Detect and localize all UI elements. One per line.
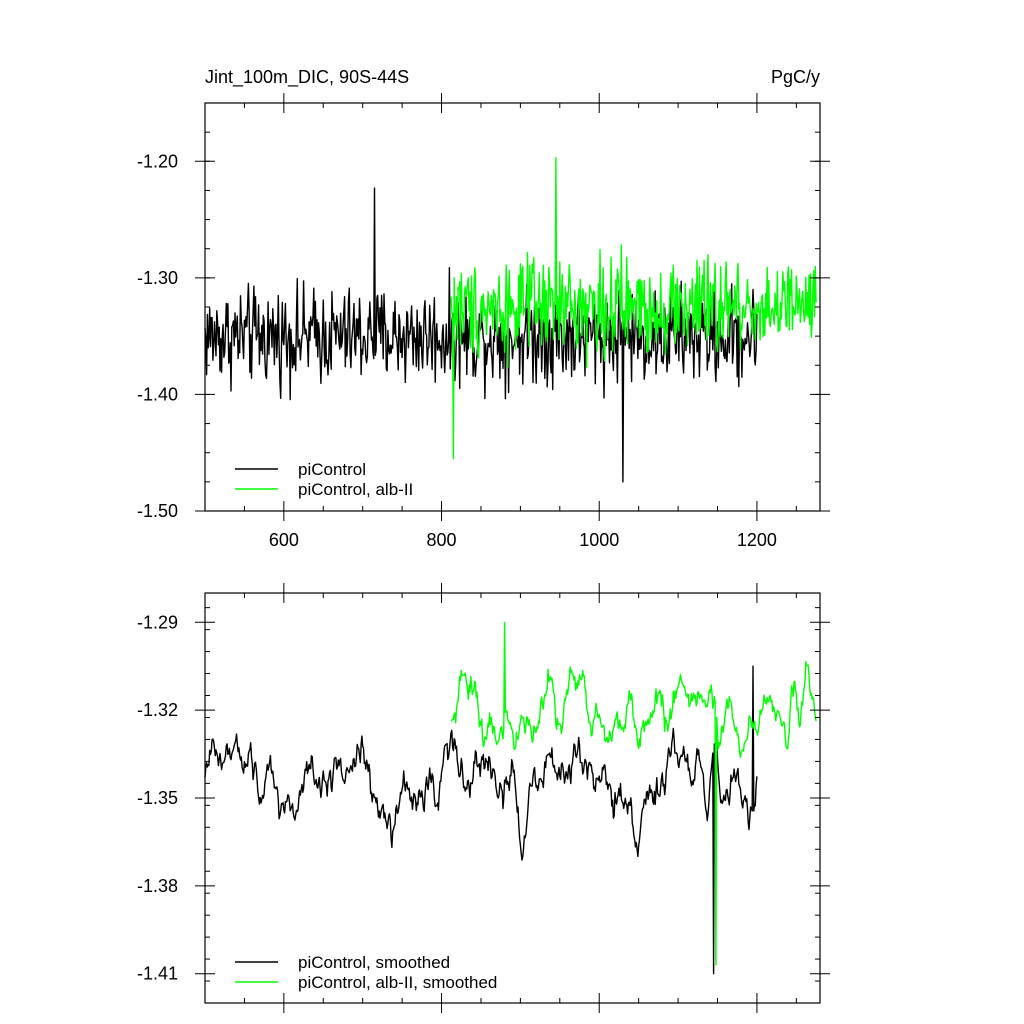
chart-bottom-series-group [204, 621, 817, 975]
legend-label-picontrol-alb-ii-smoothed: piControl, alb-II, smoothed [298, 973, 497, 992]
x-tick-label: 800 [427, 530, 457, 550]
chart-bottom-legend: piControl, smoothed piControl, alb-II, s… [235, 953, 497, 992]
chart-top-units: PgC/y [771, 67, 820, 87]
x-tick-label: 600 [269, 530, 299, 550]
x-tick-label: 1200 [737, 530, 777, 550]
y-tick-label: -1.40 [137, 384, 178, 404]
chart-bottom-panel: -1.29 -1.32 -1.35 -1.38 -1.41 piControl, smo… [137, 583, 830, 1013]
y-tick-label: -1.20 [137, 151, 178, 171]
chart-top-series-group [204, 157, 817, 483]
series-line-bottom-0 [204, 665, 758, 975]
chart-top-legend: piControl piControl, alb-II [235, 460, 413, 499]
chart-top-panel: Jint_100m_DIC, 90S-44S PgC/y 600 800 1000 1… [137, 67, 830, 550]
y-tick-label: -1.29 [137, 612, 178, 632]
legend-label-picontrol-alb-ii: piControl, alb-II [298, 480, 413, 499]
y-tick-label: -1.41 [137, 964, 178, 984]
y-tick-label: -1.38 [137, 876, 178, 896]
chart-top-ticks: 600 800 1000 1200 -1.20 -1.30 -1.40 -1.50 [137, 93, 830, 550]
legend-label-picontrol-smoothed: piControl, smoothed [298, 953, 450, 972]
y-tick-label: -1.50 [137, 501, 178, 521]
y-tick-label: -1.32 [137, 700, 178, 720]
series-line-top-0 [204, 187, 758, 483]
legend-label-picontrol: piControl [298, 460, 366, 479]
y-tick-label: -1.30 [137, 268, 178, 288]
series-line-top-1 [450, 157, 817, 460]
series-line-bottom-1 [450, 621, 817, 966]
chart-top-title: Jint_100m_DIC, 90S-44S [205, 67, 409, 88]
y-tick-label: -1.35 [137, 788, 178, 808]
chart-bottom-ticks: -1.29 -1.32 -1.35 -1.38 -1.41 [137, 583, 830, 1013]
x-tick-label: 1000 [579, 530, 619, 550]
